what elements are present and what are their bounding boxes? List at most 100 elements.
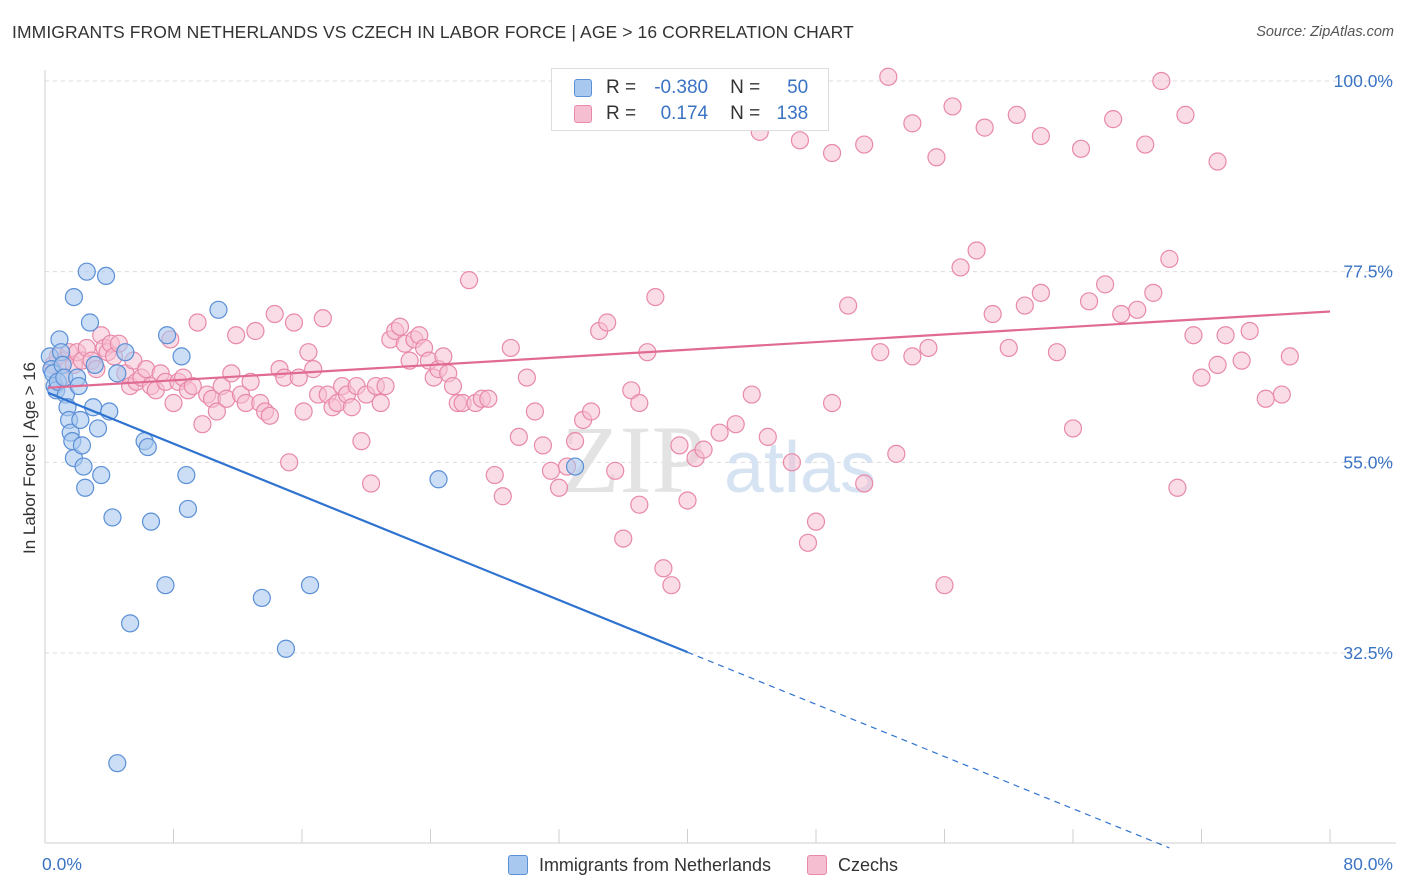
- czechs-point: [1015, 296, 1034, 315]
- czechs-point: [1168, 478, 1187, 497]
- czechs-point: [207, 402, 226, 421]
- czechs-point: [525, 402, 545, 421]
- netherlands-point: [64, 287, 84, 307]
- czechs-point: [1144, 283, 1163, 302]
- czechs-point: [822, 393, 842, 413]
- czechs-point: [443, 376, 463, 396]
- czechs-point: [479, 389, 498, 408]
- czechs-point: [1184, 326, 1203, 345]
- czechs-point: [1256, 389, 1275, 408]
- czechs-point: [246, 321, 265, 341]
- netherlands-point: [116, 343, 135, 362]
- n-value-netherlands: 50: [787, 77, 809, 98]
- czechs-point: [260, 406, 279, 425]
- netherlands-point: [276, 639, 296, 658]
- czechs-point: [299, 343, 318, 362]
- netherlands-point: [177, 465, 196, 485]
- czechs-point: [1216, 326, 1235, 345]
- czechs-point: [630, 393, 649, 413]
- r-label: R =: [606, 103, 637, 124]
- czechs-points: [43, 67, 1299, 595]
- y-tick-label: 77.5%: [1343, 262, 1393, 282]
- czechs-point: [1152, 71, 1171, 91]
- chart-title: IMMIGRANTS FROM NETHERLANDS VS CZECH IN …: [12, 22, 854, 42]
- czechs-point: [501, 338, 520, 358]
- czechs-point: [265, 304, 284, 324]
- czechs-point: [493, 487, 512, 506]
- czechs-point: [662, 576, 681, 595]
- czechs-point: [742, 385, 761, 404]
- czechs-point: [871, 343, 890, 362]
- netherlands-point: [300, 576, 320, 595]
- netherlands-point: [156, 576, 175, 595]
- czechs-point: [164, 393, 183, 413]
- czechs-point: [376, 376, 395, 396]
- czechs-point: [678, 491, 697, 510]
- czechs-point: [400, 351, 419, 370]
- czechs-point: [598, 313, 617, 332]
- netherlands-point: [88, 419, 108, 438]
- czechs-point: [183, 376, 202, 396]
- legend-label-netherlands: Immigrants from Netherlands: [538, 854, 772, 875]
- stats-row-netherlands: R = -0.380 N = 50: [574, 76, 808, 100]
- czechs-point: [1176, 105, 1195, 124]
- czechs-point: [654, 559, 673, 578]
- czechs-point: [1208, 355, 1227, 374]
- netherlands-points: [40, 262, 585, 773]
- czechs-swatch: [574, 105, 592, 123]
- czechs-point: [975, 118, 994, 137]
- r-value-czechs: 0.174: [660, 103, 709, 124]
- czechs-point: [193, 415, 212, 434]
- netherlands-point: [138, 437, 157, 457]
- legend: Immigrants from Netherlands Czechs: [0, 852, 1406, 878]
- y-tick-label: 100.0%: [1334, 71, 1393, 91]
- czechs-point: [879, 67, 898, 86]
- czechs-point: [935, 576, 954, 595]
- legend-item-netherlands[interactable]: Immigrants from Netherlands: [507, 854, 772, 876]
- netherlands-point: [157, 326, 177, 345]
- czechs-point: [1112, 304, 1131, 324]
- czechs-point: [390, 317, 410, 336]
- czechs-point: [806, 512, 826, 531]
- czechs-point: [855, 135, 874, 154]
- netherlands-point: [80, 313, 100, 332]
- x-tick-label: 0.0%: [42, 854, 82, 874]
- czechs-point: [726, 415, 745, 434]
- netherlands-point: [71, 410, 90, 430]
- czechs-point: [1232, 351, 1251, 370]
- netherlands-point: [103, 508, 122, 527]
- czechs-point: [342, 398, 361, 417]
- czechs-point: [606, 461, 625, 480]
- czechs-point: [188, 313, 207, 332]
- czechs-point: [227, 326, 246, 345]
- czechs-point: [352, 432, 371, 451]
- czechs-point: [1192, 368, 1211, 387]
- netherlands-point: [429, 470, 448, 489]
- czechs-point: [1031, 283, 1050, 302]
- netherlands-point: [77, 262, 96, 281]
- czechs-point: [541, 461, 561, 480]
- czechs-point: [1096, 275, 1115, 294]
- czechs-point: [758, 427, 777, 447]
- czechs-point: [822, 143, 842, 163]
- netherlands-point: [121, 614, 140, 633]
- czechs-point: [999, 338, 1018, 358]
- legend-item-czechs[interactable]: Czechs: [807, 855, 898, 876]
- y-tick-label: 55.0%: [1343, 452, 1393, 472]
- czechs-point: [1104, 110, 1123, 129]
- netherlands-point: [178, 499, 198, 519]
- czechs-point: [927, 148, 946, 167]
- czechs-point: [951, 258, 970, 277]
- czechs-point: [1280, 347, 1299, 366]
- czechs-point: [459, 271, 479, 290]
- czechs-point: [670, 436, 689, 455]
- legend-swatch-netherlands: [507, 855, 528, 875]
- n-label: N =: [730, 103, 761, 124]
- czechs-point: [1031, 126, 1050, 146]
- czechs-point: [967, 241, 986, 260]
- czechs-point: [565, 432, 585, 451]
- czechs-point: [533, 436, 553, 455]
- czechs-point: [887, 444, 906, 463]
- netherlands-point: [85, 355, 104, 374]
